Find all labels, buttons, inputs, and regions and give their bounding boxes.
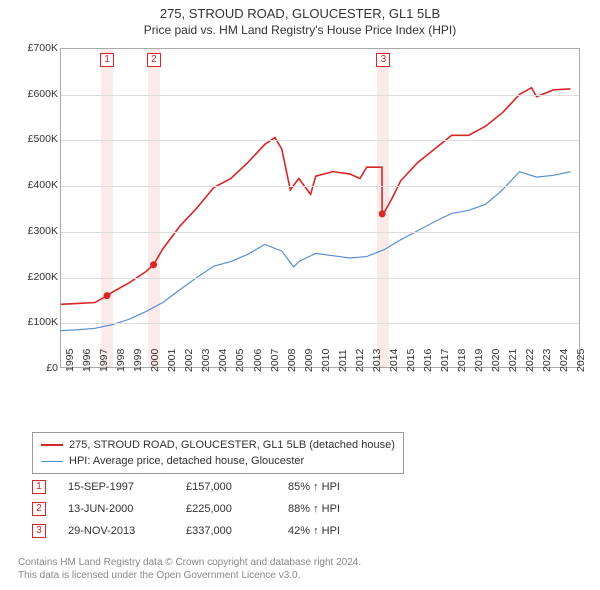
event-marker-2: 2 [32, 502, 46, 516]
y-axis-label: £200K [18, 271, 58, 283]
event-row-3: 3 29-NOV-2013 £337,000 42% ↑ HPI [32, 520, 398, 542]
legend-swatch-red [41, 444, 63, 446]
event-dot [379, 210, 386, 217]
event-marker-box: 3 [376, 53, 390, 67]
chart-titles: 275, STROUD ROAD, GLOUCESTER, GL1 5LB Pr… [0, 0, 600, 37]
chart-container: 123 £0£100K£200K£300K£400K£500K£600K£700… [18, 48, 583, 408]
footer-line-1: Contains HM Land Registry data © Crown c… [18, 557, 361, 570]
y-gridline [61, 323, 579, 324]
legend: 275, STROUD ROAD, GLOUCESTER, GL1 5LB (d… [32, 432, 404, 474]
y-axis-label: £600K [18, 88, 58, 100]
y-axis-label: £500K [18, 133, 58, 145]
y-gridline [61, 140, 579, 141]
y-gridline [61, 232, 579, 233]
chart-svg [61, 49, 579, 367]
event-2-date: 13-JUN-2000 [68, 503, 164, 515]
event-row-1: 1 15-SEP-1997 £157,000 85% ↑ HPI [32, 476, 398, 498]
footer: Contains HM Land Registry data © Crown c… [18, 557, 361, 582]
y-gridline [61, 95, 579, 96]
event-1-price: £157,000 [186, 481, 266, 493]
legend-label-hpi: HPI: Average price, detached house, Glou… [69, 455, 304, 467]
event-marker-box: 1 [100, 53, 114, 67]
y-axis-label: £300K [18, 225, 58, 237]
events-table: 1 15-SEP-1997 £157,000 85% ↑ HPI 2 13-JU… [32, 476, 398, 542]
legend-swatch-blue [41, 461, 63, 462]
y-axis-label: £400K [18, 179, 58, 191]
y-gridline [61, 278, 579, 279]
footer-line-2: This data is licensed under the Open Gov… [18, 570, 361, 583]
page-subtitle: Price paid vs. HM Land Registry's House … [0, 23, 600, 37]
event-dots [104, 210, 386, 299]
event-dot [104, 292, 111, 299]
plot-area: 1 2 3 [60, 48, 580, 368]
event-3-date: 29-NOV-2013 [68, 525, 164, 537]
event-2-pct: 88% ↑ HPI [288, 503, 398, 515]
page-title: 275, STROUD ROAD, GLOUCESTER, GL1 5LB [0, 6, 600, 21]
event-marker-box: 2 [147, 53, 161, 67]
y-axis-label: £700K [18, 42, 58, 54]
event-marker-3: 3 [32, 524, 46, 538]
series-hpi-line [61, 172, 571, 331]
event-dot [150, 261, 157, 268]
legend-row-hpi: HPI: Average price, detached house, Glou… [41, 453, 395, 469]
event-1-pct: 85% ↑ HPI [288, 481, 398, 493]
x-axis-label: 2025 [575, 349, 600, 372]
series-property-line [61, 88, 571, 305]
event-3-price: £337,000 [186, 525, 266, 537]
legend-row-property: 275, STROUD ROAD, GLOUCESTER, GL1 5LB (d… [41, 437, 395, 453]
event-row-2: 2 13-JUN-2000 £225,000 88% ↑ HPI [32, 498, 398, 520]
y-axis-label: £0 [18, 362, 58, 374]
event-2-price: £225,000 [186, 503, 266, 515]
y-axis-label: £100K [18, 316, 58, 328]
event-3-pct: 42% ↑ HPI [288, 525, 398, 537]
event-marker-1: 1 [32, 480, 46, 494]
y-gridline [61, 186, 579, 187]
event-1-date: 15-SEP-1997 [68, 481, 164, 493]
legend-label-property: 275, STROUD ROAD, GLOUCESTER, GL1 5LB (d… [69, 439, 395, 451]
